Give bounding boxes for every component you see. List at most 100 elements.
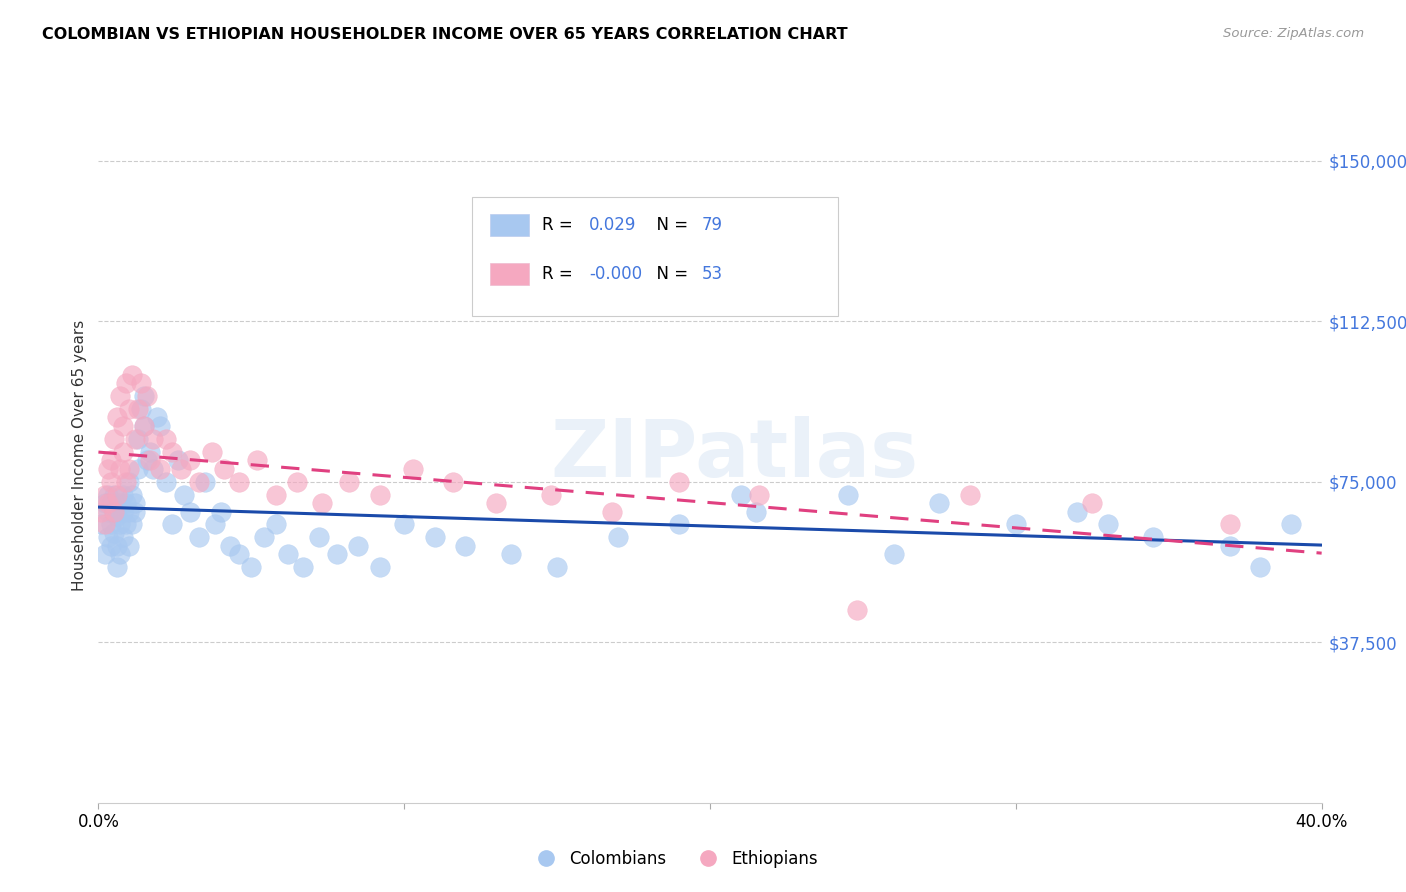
- Point: [204, 517, 226, 532]
- Point: [337, 475, 360, 489]
- Point: [124, 505, 146, 519]
- Point: [167, 453, 190, 467]
- Point: [730, 487, 752, 501]
- Point: [1249, 560, 1271, 574]
- Point: [264, 517, 287, 532]
- Point: [111, 419, 134, 434]
- Point: [155, 475, 177, 489]
- Point: [308, 530, 330, 544]
- Point: [115, 517, 138, 532]
- Point: [928, 496, 950, 510]
- Point: [121, 487, 143, 501]
- Point: [277, 548, 299, 562]
- Point: [1066, 505, 1088, 519]
- Point: [668, 517, 690, 532]
- Point: [108, 517, 131, 532]
- Point: [540, 487, 562, 501]
- Point: [1004, 517, 1026, 532]
- Point: [368, 560, 391, 574]
- Point: [173, 487, 195, 501]
- Point: [748, 487, 770, 501]
- Point: [129, 376, 152, 391]
- Point: [115, 376, 138, 391]
- Point: [97, 530, 120, 544]
- Point: [179, 453, 201, 467]
- Point: [97, 496, 120, 510]
- Point: [501, 548, 523, 562]
- Point: [228, 548, 250, 562]
- Point: [837, 487, 859, 501]
- Point: [108, 548, 131, 562]
- Point: [90, 505, 112, 519]
- Point: [188, 475, 211, 489]
- Point: [149, 462, 172, 476]
- Point: [118, 475, 141, 489]
- Point: [100, 496, 122, 510]
- Point: [228, 475, 250, 489]
- Point: [402, 462, 425, 476]
- Y-axis label: Householder Income Over 65 years: Householder Income Over 65 years: [72, 319, 87, 591]
- Text: COLOMBIAN VS ETHIOPIAN HOUSEHOLDER INCOME OVER 65 YEARS CORRELATION CHART: COLOMBIAN VS ETHIOPIAN HOUSEHOLDER INCOM…: [42, 27, 848, 42]
- Point: [142, 462, 165, 476]
- Point: [118, 462, 141, 476]
- Point: [111, 530, 134, 544]
- Text: ZIPatlas: ZIPatlas: [550, 416, 918, 494]
- Text: 79: 79: [702, 217, 723, 235]
- Point: [149, 419, 172, 434]
- Point: [264, 487, 287, 501]
- Point: [124, 432, 146, 446]
- Point: [103, 505, 125, 519]
- Point: [179, 505, 201, 519]
- Point: [103, 505, 125, 519]
- Point: [546, 560, 568, 574]
- Point: [368, 487, 391, 501]
- Point: [127, 432, 149, 446]
- Point: [100, 539, 122, 553]
- Point: [155, 432, 177, 446]
- Point: [600, 505, 623, 519]
- Point: [97, 462, 120, 476]
- Text: 53: 53: [702, 265, 723, 283]
- Point: [209, 505, 232, 519]
- Point: [160, 517, 183, 532]
- Point: [326, 548, 349, 562]
- Point: [246, 453, 269, 467]
- Point: [121, 368, 143, 382]
- Point: [100, 475, 122, 489]
- Point: [668, 475, 690, 489]
- Point: [959, 487, 981, 501]
- Point: [392, 517, 416, 532]
- Point: [142, 432, 165, 446]
- Point: [93, 496, 115, 510]
- Point: [103, 487, 125, 501]
- Text: R =: R =: [543, 265, 578, 283]
- Point: [454, 539, 477, 553]
- Point: [124, 496, 146, 510]
- Point: [93, 548, 115, 562]
- Point: [485, 496, 508, 510]
- Point: [103, 432, 125, 446]
- Text: N =: N =: [647, 265, 693, 283]
- Point: [1142, 530, 1164, 544]
- Point: [1219, 539, 1241, 553]
- Point: [188, 530, 211, 544]
- Text: 0.029: 0.029: [589, 217, 637, 235]
- Point: [108, 462, 131, 476]
- Point: [118, 505, 141, 519]
- Point: [108, 496, 131, 510]
- Point: [252, 530, 274, 544]
- Point: [170, 462, 193, 476]
- Point: [139, 453, 162, 467]
- Text: -0.000: -0.000: [589, 265, 643, 283]
- Point: [118, 401, 141, 416]
- Point: [105, 560, 128, 574]
- Point: [745, 505, 768, 519]
- Point: [118, 539, 141, 553]
- Point: [127, 401, 149, 416]
- Point: [845, 603, 868, 617]
- Point: [111, 444, 134, 458]
- FancyBboxPatch shape: [471, 197, 838, 316]
- Point: [108, 389, 131, 403]
- Point: [103, 526, 125, 541]
- Point: [139, 444, 162, 458]
